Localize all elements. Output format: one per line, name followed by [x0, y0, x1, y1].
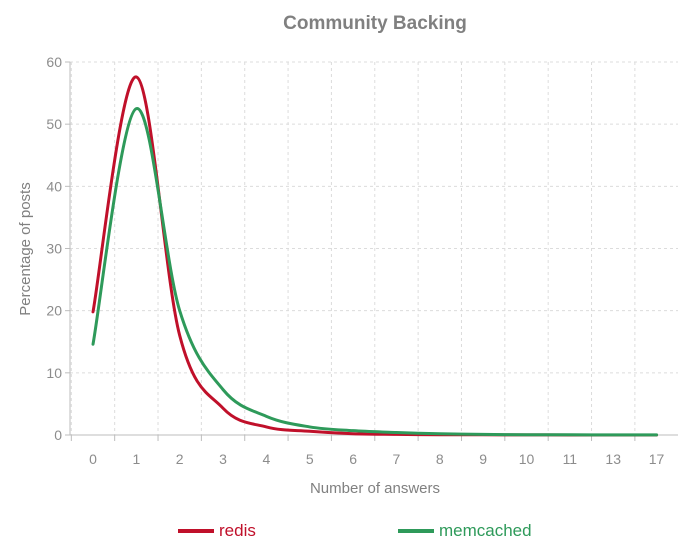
y-tick-label: 40 — [46, 178, 62, 194]
x-tick-label: 3 — [219, 451, 227, 467]
y-tick-label: 50 — [46, 116, 62, 132]
tick-labels: 0 10 20 30 40 50 60 0 1 2 3 4 5 6 7 8 9 10 11 13 17 — [46, 54, 664, 467]
grid — [70, 61, 678, 435]
x-tick-label: 8 — [436, 451, 444, 467]
x-tick-label: 13 — [605, 451, 621, 467]
y-tick-label: 60 — [46, 54, 62, 70]
x-tick-label: 9 — [479, 451, 487, 467]
y-tick-label: 20 — [46, 303, 62, 319]
axes — [65, 61, 678, 441]
y-axis-label: Percentage of posts — [17, 182, 34, 315]
y-tick-label: 30 — [46, 241, 62, 257]
series-lines — [91, 75, 659, 437]
legend-label-redis: redis — [219, 521, 256, 540]
chart-title: Community Backing — [283, 13, 467, 34]
x-tick-label: 11 — [563, 451, 578, 467]
series-line-memcached — [91, 107, 659, 437]
y-tick-label: 0 — [54, 427, 62, 443]
legend: redis memcached — [178, 521, 532, 540]
x-tick-label: 1 — [132, 451, 140, 467]
x-axis-label: Number of answers — [310, 480, 440, 497]
x-tick-label: 6 — [349, 451, 357, 467]
y-tick-label: 10 — [46, 365, 62, 381]
x-tick-label: 4 — [263, 451, 271, 467]
x-tick-label: 0 — [89, 451, 97, 467]
x-tick-label: 2 — [176, 451, 184, 467]
x-tick-label: 10 — [519, 451, 535, 467]
x-tick-label: 7 — [393, 451, 401, 467]
x-tick-label: 17 — [649, 451, 665, 467]
x-tick-label: 5 — [306, 451, 314, 467]
legend-label-memcached: memcached — [439, 521, 532, 540]
